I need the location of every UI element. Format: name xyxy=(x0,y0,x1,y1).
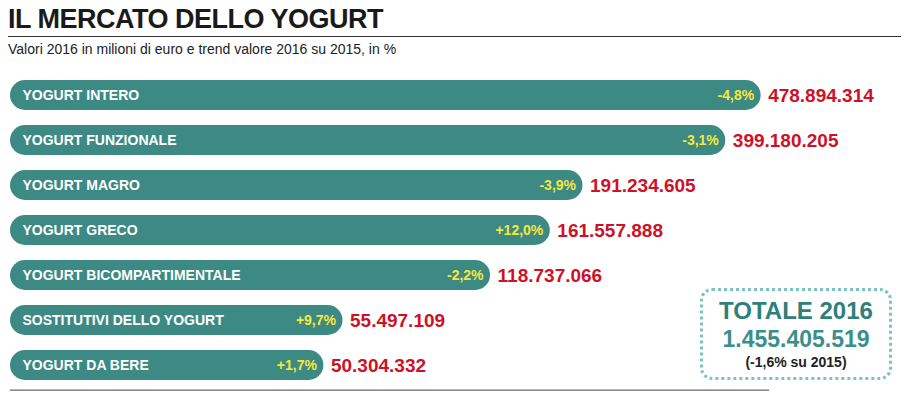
svg-text:-4,8%-4.8: -4,8%-4.8 xyxy=(718,87,755,103)
svg-text:55.497.109: 55.497.109 xyxy=(350,310,445,331)
svg-text:478.894.314: 478.894.314 xyxy=(768,85,874,106)
svg-text:+12,0%12: +12,0%12 xyxy=(495,222,543,238)
svg-text:191.234.605: 191.234.605 xyxy=(590,175,696,196)
svg-text:+1,7%1.7: +1,7%1.7 xyxy=(277,357,318,373)
svg-text:-3,9%-3.9: -3,9%-3.9 xyxy=(539,177,576,193)
svg-text:118.737.066: 118.737.066 xyxy=(498,265,603,286)
svg-text:50.304.332: 50.304.332 xyxy=(331,355,426,376)
svg-text:YOGURT FUNZIONALE: YOGURT FUNZIONALE xyxy=(23,132,177,148)
svg-text:399.180.205: 399.180.205 xyxy=(733,130,839,151)
html-text:Valori 2016 in milioni di euro: Valori 2016 in milioni di euro e trend v… xyxy=(8,41,397,57)
svg-text:SOSTITUTIVI DELLO YOGURT: SOSTITUTIVI DELLO YOGURT xyxy=(23,312,225,328)
svg-text:+9,7%9.7: +9,7%9.7 xyxy=(296,312,337,328)
html-text:1.455.405.519: 1.455.405.519 xyxy=(722,326,870,352)
svg-text:YOGURT BICOMPARTIMENTALE: YOGURT BICOMPARTIMENTALE xyxy=(23,267,241,283)
svg-text:YOGURT DA BERE: YOGURT DA BERE xyxy=(23,357,149,373)
svg-text:-2,2%-2.2: -2,2%-2.2 xyxy=(447,267,484,283)
html-text:(-1,6% su 2015): (-1,6% su 2015) xyxy=(745,354,847,370)
svg-text:YOGURT INTERO: YOGURT INTERO xyxy=(23,87,140,103)
svg-text:YOGURT GRECO: YOGURT GRECO xyxy=(23,222,138,238)
html-text:IL MERCATO DELLO YOGURT: IL MERCATO DELLO YOGURT xyxy=(8,4,383,34)
html-text:TOTALE 2016: TOTALE 2016 xyxy=(719,297,873,324)
svg-text:YOGURT MAGRO: YOGURT MAGRO xyxy=(23,177,141,193)
svg-text:-3,1%-3.1: -3,1%-3.1 xyxy=(682,132,719,148)
svg-text:161.557.888: 161.557.888 xyxy=(557,220,663,241)
